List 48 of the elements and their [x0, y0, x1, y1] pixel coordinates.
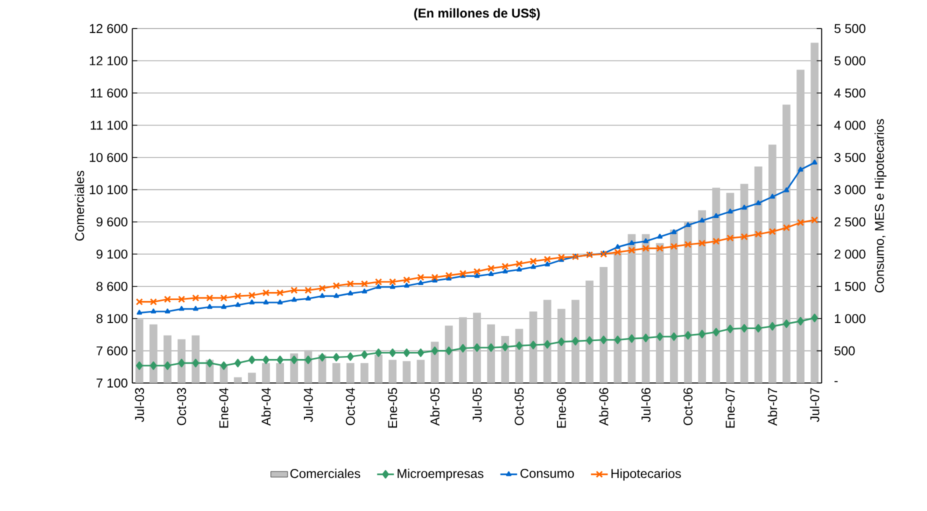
- y-tick-label: 12 600: [90, 24, 128, 34]
- x-tick-label: Ene-04: [219, 388, 228, 428]
- x-tick-label: Oct-05: [514, 388, 524, 426]
- chart-title: (En millones de US$): [414, 8, 540, 20]
- legend-label: Consumo: [520, 468, 574, 478]
- y-tick-label: 7 600: [96, 346, 128, 356]
- x-tick-label: Jul-07: [810, 388, 820, 422]
- y-axis-title: Comerciales: [74, 170, 84, 241]
- x-tick-label: Ene-06: [556, 388, 566, 428]
- x-tick-label: Ene-07: [726, 388, 735, 428]
- y-tick-label: 12 100: [90, 56, 128, 66]
- y2-tick-label: 1 500: [834, 282, 866, 291]
- y2-tick-label: 2 000: [834, 250, 866, 259]
- x-tick-label: Abr-05: [430, 388, 440, 426]
- legend-label: Microempresas: [398, 468, 484, 481]
- y2-tick-label: 4 500: [834, 88, 866, 98]
- y-tick-label: 7 100: [96, 378, 128, 388]
- y2-tick-label: 5 500: [834, 24, 866, 34]
- y2-tick-label: 500: [834, 346, 855, 356]
- x-tick-label: Jul-03: [134, 388, 144, 422]
- x-tick-label: Ene-05: [388, 388, 398, 428]
- x-tick-label: Abr-04: [261, 388, 271, 426]
- y-tick-label: 8 100: [96, 314, 128, 324]
- x-tick-label: Jul-05: [472, 388, 482, 422]
- y-tick-label: 9 100: [96, 250, 128, 259]
- y-tick-label: 10 600: [90, 152, 128, 162]
- y2-tick-label: -: [834, 381, 838, 382]
- y2-tick-label: 5 000: [834, 56, 866, 66]
- y-tick-label: 11 100: [90, 120, 128, 130]
- x-tick-label: Abr-07: [768, 388, 778, 426]
- x-tick-label: Abr-06: [598, 388, 608, 426]
- x-tick-label: Oct-06: [683, 388, 693, 426]
- x-tick-label: Oct-04: [346, 388, 355, 426]
- y2-tick-label: 2 500: [834, 217, 866, 226]
- y-tick-label: 8 600: [96, 282, 128, 291]
- y-tick-label: 11 600: [90, 88, 128, 98]
- y2-tick-label: 3 000: [834, 185, 866, 194]
- x-tick-label: Jul-06: [641, 388, 650, 422]
- x-tick-label: Jul-04: [303, 388, 313, 422]
- x-tick-label: Oct-03: [177, 388, 186, 426]
- y-tick-label: 9 600: [96, 217, 128, 226]
- legend-label: Comerciales: [290, 468, 360, 478]
- y2-tick-label: 4 000: [834, 120, 866, 130]
- y-tick-label: 10 100: [90, 185, 128, 194]
- y2-tick-label: 1 000: [834, 314, 866, 324]
- legend-label: Hipotecarios: [612, 468, 681, 481]
- y2-axis-title: Consumo, MES e Hipotecarios: [874, 119, 886, 292]
- y2-tick-label: 3 500: [834, 152, 866, 162]
